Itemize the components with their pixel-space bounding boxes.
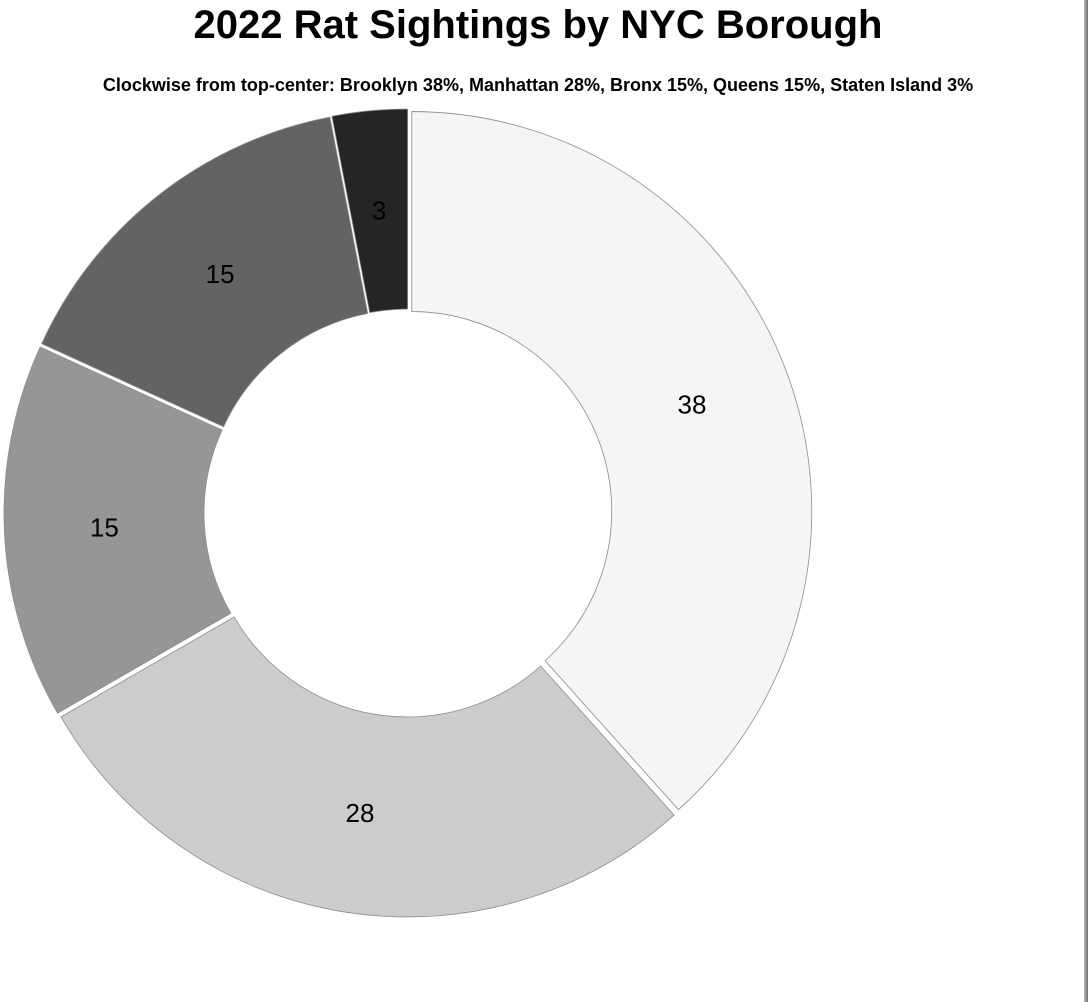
slice-label-bronx: 15 [90,512,119,542]
window-edge [1084,0,1088,1002]
slice-label-brooklyn: 38 [678,390,707,420]
slice-label-manhattan: 28 [346,798,375,828]
slice-bronx [3,346,232,714]
slice-brooklyn [411,111,813,811]
slice-label-queens: 15 [206,259,235,289]
slice-manhattan [60,616,675,918]
slice-label-staten-island: 3 [372,195,386,225]
slice-staten-island [331,108,409,314]
slice-queens [41,116,369,428]
chart-title: 2022 Rat Sightings by NYC Borough [193,3,883,47]
chart-subtitle: Clockwise from top-center: Brooklyn 38%,… [102,75,974,95]
